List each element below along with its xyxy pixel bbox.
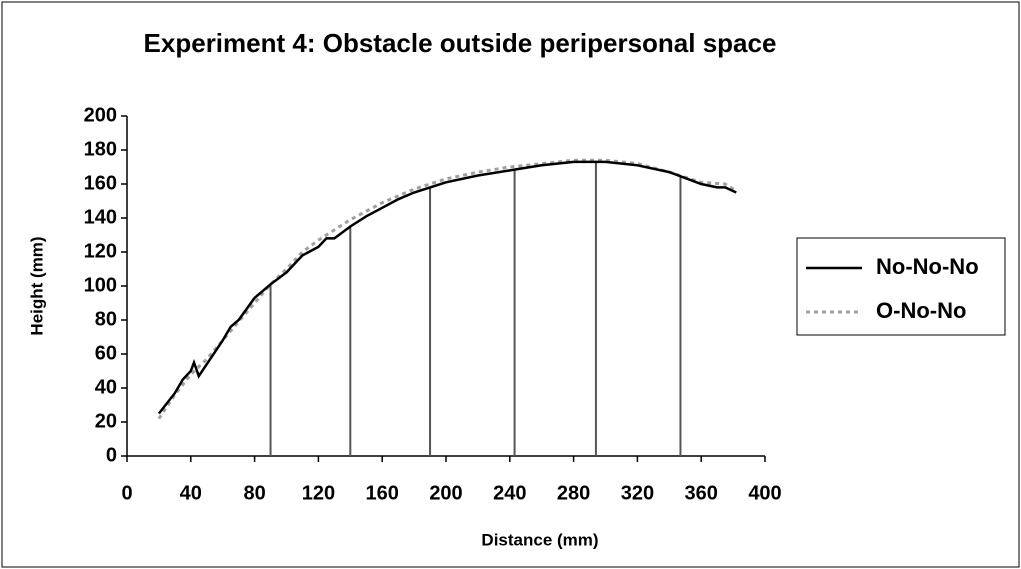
x-axis-label: Distance (mm)	[481, 530, 598, 549]
x-tick-label: 200	[429, 482, 462, 504]
y-tick-label: 0	[106, 444, 117, 466]
x-tick-label: 160	[366, 482, 399, 504]
legend-label: No-No-No	[876, 254, 979, 279]
legend-label: O-No-No	[876, 298, 966, 323]
y-axis-label: Height (mm)	[27, 236, 46, 335]
series-line	[157, 158, 738, 420]
x-tick-label: 320	[621, 482, 654, 504]
y-tick-label: 20	[95, 410, 117, 432]
y-tick-label: 200	[84, 104, 117, 126]
y-tick-label: 40	[95, 376, 117, 398]
y-tick-label: 180	[84, 138, 117, 160]
x-tick-label: 40	[180, 482, 202, 504]
y-tick-label: 140	[84, 206, 117, 228]
y-tick-label: 160	[84, 172, 117, 194]
x-tick-label: 400	[748, 482, 781, 504]
x-tick-label: 0	[121, 482, 132, 504]
legend-box	[796, 237, 1006, 336]
x-tick-label: 280	[557, 482, 590, 504]
series-line	[157, 160, 737, 415]
y-tick-label: 100	[84, 274, 117, 296]
y-tick-label: 80	[95, 308, 117, 330]
y-tick-label: 60	[95, 342, 117, 364]
x-tick-label: 360	[685, 482, 718, 504]
chart-title: Experiment 4: Obstacle outside periperso…	[144, 28, 777, 58]
x-tick-label: 120	[302, 482, 335, 504]
y-tick-label: 120	[84, 240, 117, 262]
x-tick-label: 80	[243, 482, 265, 504]
x-tick-label: 240	[493, 482, 526, 504]
